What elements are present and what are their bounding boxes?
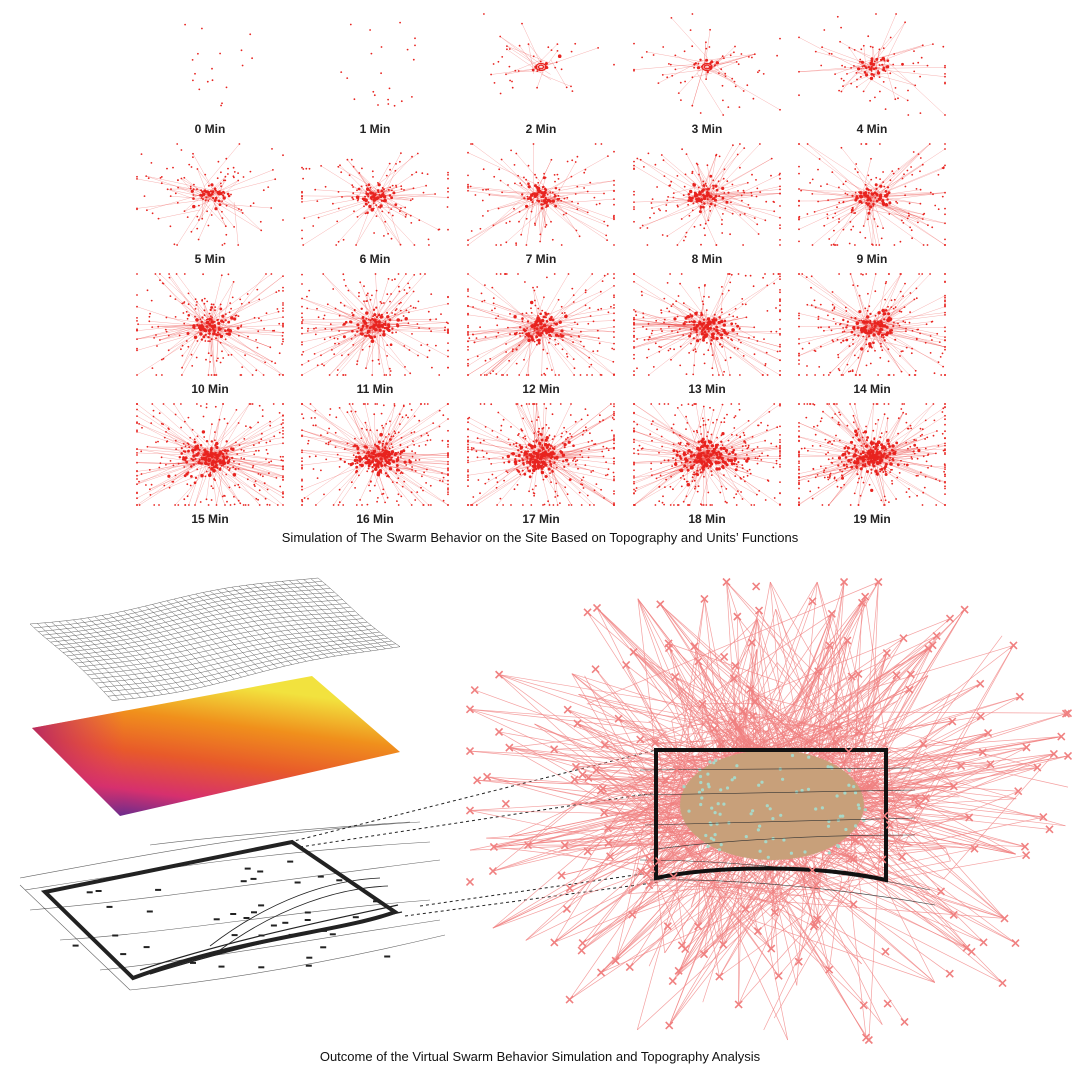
terrain-mesh-layer <box>29 577 401 701</box>
time-label: 11 Min <box>356 382 394 396</box>
time-label: 10 Min <box>191 382 229 396</box>
swarm-origin-ring <box>701 62 713 72</box>
swarm-panel: 11 Min <box>300 272 450 396</box>
swarm-plot <box>633 403 781 506</box>
swarm-links <box>136 143 276 246</box>
time-label: 15 Min <box>191 512 229 526</box>
swarm-panel: 3 Min <box>632 12 782 136</box>
swarm-panel: 8 Min <box>632 142 782 266</box>
swarm-agents <box>798 403 946 506</box>
swarm-agents <box>136 403 284 506</box>
topography-heatmap-layer <box>32 676 400 816</box>
swarm-panel: 5 Min <box>135 142 285 266</box>
swarm-panel: 10 Min <box>135 272 285 396</box>
time-label: 5 Min <box>194 252 226 266</box>
swarm-links <box>633 143 781 246</box>
swarm-agents <box>798 13 946 116</box>
swarm-plot <box>301 403 449 506</box>
swarm-agents <box>467 273 615 376</box>
swarm-links <box>633 17 781 116</box>
swarm-agents <box>633 273 781 376</box>
swarm-origin-ring <box>535 62 547 72</box>
swarm-plot <box>467 143 615 246</box>
swarm-plot <box>301 152 449 246</box>
swarm-links <box>633 403 781 506</box>
swarm-links <box>467 403 615 506</box>
heatmap-edge-shade <box>32 676 400 816</box>
swarm-agents <box>633 403 781 506</box>
swarm-plot <box>340 21 416 107</box>
swarm-plot <box>184 23 253 107</box>
time-label: 14 Min <box>853 382 891 396</box>
swarm-plot <box>798 143 946 246</box>
swarm-plot <box>798 13 946 116</box>
outcome-diagram <box>19 577 1073 1045</box>
swarm-plot <box>483 13 615 95</box>
swarm-panel: 16 Min <box>300 402 450 526</box>
swarm-panel: 4 Min <box>797 12 947 136</box>
swarm-panel: 7 Min <box>466 142 616 266</box>
time-label: 9 Min <box>856 252 888 266</box>
swarm-plot <box>301 273 449 376</box>
time-label: 3 Min <box>691 122 723 136</box>
time-label: 0 Min <box>194 122 226 136</box>
swarm-plot <box>136 143 284 246</box>
time-label: 12 Min <box>522 382 560 396</box>
swarm-agents <box>633 143 781 246</box>
time-label: 8 Min <box>691 252 723 266</box>
site-plan-layer <box>19 821 446 991</box>
swarm-plot <box>467 403 615 506</box>
swarm-panel: 2 Min <box>466 12 616 136</box>
swarm-panel: 9 Min <box>797 142 947 266</box>
time-label: 16 Min <box>356 512 394 526</box>
swarm-panel: 1 Min <box>300 12 450 136</box>
swarm-panel: 14 Min <box>797 272 947 396</box>
swarm-agents <box>467 143 615 246</box>
swarm-agents <box>136 273 284 376</box>
time-label: 19 Min <box>853 512 891 526</box>
swarm-agents <box>301 403 449 506</box>
swarm-panel: 12 Min <box>466 272 616 396</box>
swarm-plot <box>633 273 781 376</box>
time-label: 13 Min <box>688 382 726 396</box>
swarm-agents <box>798 273 946 376</box>
swarm-panel: 18 Min <box>632 402 782 526</box>
time-label: 4 Min <box>856 122 888 136</box>
swarm-simulation-grid: 0 Min 1 Min 2 Min 3 Min 4 Min 5 Min 6 Min 7 Min… <box>135 12 947 526</box>
swarm-links <box>467 273 615 376</box>
swarm-agents <box>301 273 449 376</box>
swarm-plot <box>633 13 781 116</box>
swarm-plot <box>798 403 946 506</box>
outcome-caption: Outcome of the Virtual Swarm Behavior Si… <box>319 1049 761 1064</box>
swarm-agents <box>467 403 615 506</box>
swarm-plot <box>136 273 284 376</box>
swarm-panel: 19 Min <box>797 402 947 526</box>
swarm-agents <box>340 21 416 107</box>
swarm-panel: 15 Min <box>135 402 285 526</box>
time-label: 2 Min <box>525 122 557 136</box>
swarm-panel: 17 Min <box>466 402 616 526</box>
swarm-panel: 0 Min <box>135 12 285 136</box>
time-label: 7 Min <box>525 252 557 266</box>
swarm-plot <box>467 273 615 376</box>
swarm-links <box>491 23 599 88</box>
swarm-agents <box>184 23 253 107</box>
swarm-agents <box>798 143 946 246</box>
swarm-agents <box>136 143 284 246</box>
time-label: 1 Min <box>359 122 391 136</box>
swarm-plot <box>633 143 781 246</box>
swarm-panel: 13 Min <box>632 272 782 396</box>
swarm-links <box>633 273 781 376</box>
swarm-panel: 6 Min <box>300 142 450 266</box>
outcome-swarm <box>465 577 1073 1045</box>
time-label: 6 Min <box>359 252 391 266</box>
swarm-agents <box>483 13 615 95</box>
swarm-agents <box>301 152 449 246</box>
time-label: 18 Min <box>688 512 726 526</box>
simulation-caption: Simulation of The Swarm Behavior on the … <box>281 530 799 545</box>
swarm-plot <box>136 403 284 506</box>
swarm-plot <box>798 273 946 376</box>
swarm-agents <box>633 13 781 116</box>
time-label: 17 Min <box>522 512 560 526</box>
